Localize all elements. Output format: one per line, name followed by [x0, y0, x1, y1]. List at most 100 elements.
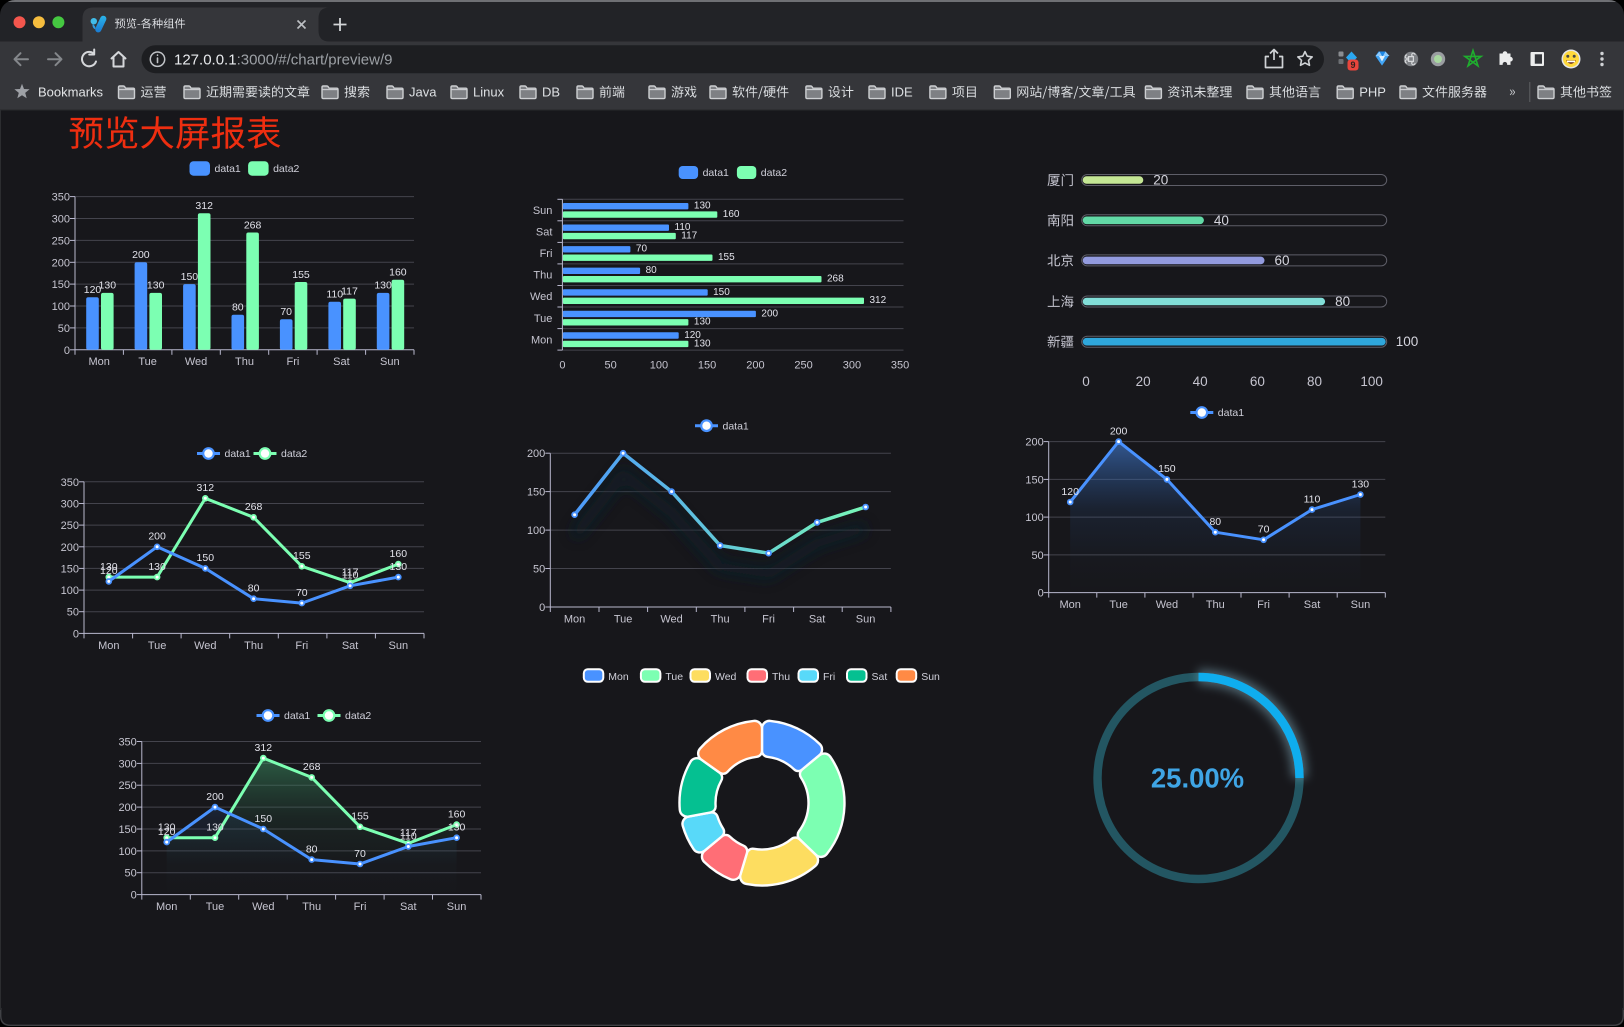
svg-text:9: 9	[1350, 60, 1355, 70]
svg-text:200: 200	[132, 249, 150, 261]
svg-text:350: 350	[891, 359, 909, 371]
svg-text:120: 120	[158, 826, 176, 838]
svg-text:Sun: Sun	[921, 671, 940, 683]
svg-text:130: 130	[100, 561, 118, 573]
svg-text:300: 300	[118, 758, 136, 770]
svg-text:120: 120	[84, 284, 102, 296]
svg-text:155: 155	[293, 550, 311, 562]
svg-text:Fri: Fri	[823, 671, 835, 683]
svg-text:200: 200	[761, 308, 778, 319]
svg-text:130: 130	[694, 201, 711, 212]
svg-text:150: 150	[255, 813, 273, 825]
svg-text:130: 130	[694, 317, 711, 328]
svg-text:300: 300	[61, 499, 79, 511]
svg-text:Wed: Wed	[530, 291, 552, 303]
svg-text:50: 50	[67, 607, 79, 619]
svg-text:160: 160	[390, 548, 408, 560]
svg-text:200: 200	[746, 359, 764, 371]
svg-text:200: 200	[118, 802, 136, 814]
svg-text:Thu: Thu	[244, 640, 263, 652]
svg-text:data2: data2	[761, 167, 787, 179]
svg-text:Mon: Mon	[1059, 599, 1080, 611]
svg-text:100: 100	[1360, 374, 1383, 389]
svg-text:200: 200	[1025, 437, 1043, 449]
svg-text:Tue: Tue	[534, 313, 553, 325]
svg-text:80: 80	[232, 302, 244, 314]
svg-text:data1: data1	[703, 167, 729, 179]
svg-text:100: 100	[1025, 512, 1043, 524]
svg-text:70: 70	[280, 306, 292, 318]
svg-text:70: 70	[1258, 524, 1270, 536]
svg-text:Sun: Sun	[389, 640, 409, 652]
svg-text:0: 0	[131, 890, 137, 902]
svg-text:130: 130	[148, 561, 166, 573]
svg-text:Tue: Tue	[206, 901, 225, 913]
svg-text:117: 117	[341, 285, 358, 297]
svg-text:150: 150	[181, 271, 199, 283]
svg-text:Fri: Fri	[762, 613, 775, 625]
svg-text:data1: data1	[225, 448, 251, 460]
svg-text:20: 20	[1153, 173, 1168, 188]
svg-text:300: 300	[843, 359, 861, 371]
svg-text:Thu: Thu	[711, 613, 730, 625]
svg-text:Sun: Sun	[447, 901, 467, 913]
svg-text:0: 0	[559, 359, 565, 371]
svg-text:Fri: Fri	[286, 356, 299, 368]
svg-text:130: 130	[390, 561, 408, 573]
svg-text:312: 312	[195, 200, 213, 212]
svg-text:Sun: Sun	[533, 205, 553, 217]
svg-text:200: 200	[1110, 425, 1128, 437]
svg-text:250: 250	[61, 520, 79, 532]
svg-text:312: 312	[870, 295, 887, 306]
svg-text:150: 150	[1158, 463, 1176, 475]
svg-text:Thu: Thu	[1206, 599, 1225, 611]
svg-text:Tue: Tue	[665, 671, 683, 683]
svg-text:80: 80	[1307, 374, 1322, 389]
svg-text:70: 70	[636, 244, 648, 255]
svg-text:50: 50	[58, 323, 70, 335]
svg-text:Sat: Sat	[400, 901, 417, 913]
svg-text:data2: data2	[281, 448, 307, 460]
svg-text:250: 250	[52, 235, 70, 247]
svg-text:Tue: Tue	[148, 640, 167, 652]
svg-text:200: 200	[148, 531, 166, 543]
svg-text:110: 110	[342, 570, 359, 582]
svg-text:110: 110	[1304, 493, 1321, 505]
svg-text:312: 312	[197, 482, 215, 494]
svg-text:data2: data2	[273, 163, 299, 175]
svg-text:110: 110	[675, 222, 691, 233]
svg-text:150: 150	[61, 563, 79, 575]
svg-text:350: 350	[61, 477, 79, 489]
svg-text:110: 110	[400, 830, 417, 842]
svg-text:50: 50	[604, 359, 616, 371]
svg-text:130: 130	[99, 280, 117, 292]
svg-text:data1: data1	[1218, 407, 1244, 419]
svg-text:data1: data1	[284, 710, 310, 722]
svg-text:150: 150	[713, 287, 730, 298]
svg-text:130: 130	[206, 822, 224, 834]
svg-text:Sun: Sun	[856, 613, 876, 625]
svg-text:350: 350	[118, 737, 136, 749]
svg-text:250: 250	[794, 359, 812, 371]
svg-text:Wed: Wed	[660, 613, 682, 625]
svg-text:150: 150	[52, 279, 70, 291]
svg-text:Sat: Sat	[333, 356, 350, 368]
svg-text:0: 0	[539, 602, 545, 614]
svg-text:150: 150	[1025, 474, 1043, 486]
svg-text:120: 120	[684, 330, 701, 341]
svg-text:150: 150	[527, 487, 545, 499]
svg-text:70: 70	[296, 587, 308, 599]
svg-text:117: 117	[342, 567, 359, 579]
svg-text:Wed: Wed	[194, 640, 216, 652]
svg-text:Thu: Thu	[533, 270, 552, 282]
svg-text:350: 350	[52, 192, 70, 204]
svg-text:data1: data1	[215, 163, 241, 175]
svg-text:0: 0	[64, 345, 70, 357]
svg-text:DB: DB	[542, 85, 560, 100]
svg-text:160: 160	[448, 808, 466, 820]
svg-text:50: 50	[125, 868, 137, 880]
svg-text:268: 268	[827, 274, 844, 285]
svg-text:200: 200	[206, 791, 224, 803]
svg-text:Fri: Fri	[295, 640, 308, 652]
svg-text:80: 80	[1209, 516, 1221, 528]
